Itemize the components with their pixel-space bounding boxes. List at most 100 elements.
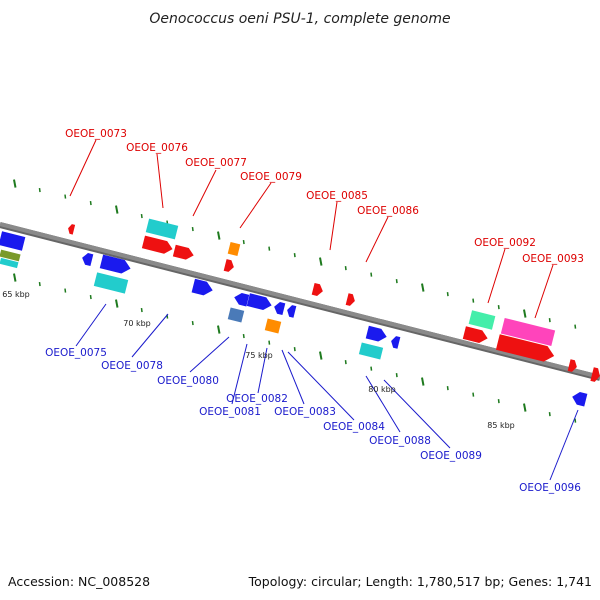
tick-mark-upper	[344, 266, 347, 271]
feature-red-triangle	[567, 359, 577, 372]
feature-blue-arrow	[274, 302, 286, 316]
tick-mark-lower	[64, 288, 67, 293]
feature-blue-arrow	[191, 278, 213, 296]
gene-label: OEOE_0075	[45, 347, 107, 359]
tick-mark-upper	[191, 226, 194, 232]
tick-mark-lower	[13, 273, 17, 282]
tick-mark-upper	[38, 187, 41, 193]
gene-label: OEOE_0085	[306, 190, 368, 202]
gene-label: OEOE_0088	[369, 435, 431, 447]
feature-red-triangle	[345, 293, 355, 306]
feature-red-arrow	[495, 334, 555, 362]
tick-mark-lower	[89, 294, 92, 300]
leader-line	[365, 375, 401, 433]
feature-cyan	[93, 272, 129, 294]
tick-mark-lower	[242, 333, 245, 339]
leader-line	[75, 303, 107, 347]
leader-line	[69, 139, 97, 197]
leader-line	[383, 379, 451, 449]
tick-mark-lower	[370, 366, 373, 371]
gene-label: OEOE_0089	[420, 450, 482, 462]
feature-cyan	[358, 342, 384, 360]
gene-label: OEOE_0082	[226, 393, 288, 405]
gene-label: OEOE_0073	[65, 128, 127, 140]
tick-mark-lower	[574, 418, 577, 423]
tick-mark-lower	[319, 351, 323, 360]
tick-mark-lower	[548, 412, 551, 417]
leader-line	[189, 336, 230, 373]
tick-mark-upper	[64, 194, 67, 199]
feature-red-arrow	[141, 235, 173, 254]
kbp-marker-label: 70 kbp	[123, 319, 151, 328]
tick-marks	[13, 179, 577, 423]
tick-mark-upper	[446, 292, 449, 297]
leader-line	[192, 169, 217, 217]
leader-line	[156, 153, 164, 209]
tick-mark-lower	[497, 399, 500, 404]
tick-mark-lower	[140, 307, 143, 313]
kbp-marker-label: 85 kbp	[487, 421, 515, 430]
gene-label: OEOE_0076	[126, 142, 188, 154]
gene-label: OEOE_0096	[519, 482, 581, 494]
tick-mark-lower	[446, 386, 449, 391]
leader-line	[365, 216, 389, 263]
feature-blue-arrow	[391, 336, 401, 349]
feature-blue-arrow	[234, 293, 250, 307]
tick-mark-upper	[421, 283, 425, 292]
tick-mark-upper	[293, 253, 296, 258]
feature-green	[468, 310, 496, 330]
gene-label: OEOE_0083	[274, 406, 336, 418]
leader-line	[549, 409, 579, 481]
backbone-line	[0, 222, 600, 379]
leader-line	[131, 313, 169, 358]
gene-label: OEOE_0080	[157, 375, 219, 387]
tick-mark-upper	[242, 239, 245, 245]
gene-label: OEOE_0092	[474, 237, 536, 249]
genome-summary-text: Topology: circular; Length: 1,780,517 bp…	[248, 574, 592, 589]
map-title: Oenococcus oeni PSU-1, complete genome	[149, 11, 450, 27]
tick-mark-lower	[421, 377, 425, 386]
gene-label: OEOE_0078	[101, 360, 163, 372]
kbp-marker-label: 80 kbp	[368, 385, 396, 394]
tick-mark-upper	[395, 279, 398, 284]
tick-mark-lower	[191, 320, 194, 326]
tick-mark-upper	[574, 324, 577, 329]
feature-olive	[0, 249, 21, 262]
tick-mark-upper	[268, 246, 271, 251]
tick-mark-upper	[89, 200, 92, 206]
feature-blue	[0, 231, 26, 251]
label-leader-lines	[69, 139, 579, 481]
tick-mark-lower	[115, 299, 119, 308]
accession-text: Accession: NC_008528	[8, 574, 150, 589]
leader-line	[231, 343, 248, 405]
feature-cyan	[0, 257, 19, 269]
tick-mark-upper	[115, 205, 119, 214]
feature-red-arrow	[462, 326, 488, 343]
feature-steel	[227, 307, 245, 323]
tick-mark-lower	[344, 360, 347, 365]
leader-line	[239, 182, 272, 229]
gene-label: OEOE_0093	[522, 253, 584, 265]
feature-blue-arrow	[365, 325, 387, 342]
feature-blue-arrow	[99, 254, 131, 274]
kbp-markers: 65 kbp 70 kbp 75 kbp 80 kbp 85 kbp	[2, 290, 515, 430]
feature-red-triangle	[311, 282, 323, 296]
feature-blue-arrow	[287, 305, 297, 318]
gene-label: OEOE_0079	[240, 171, 302, 183]
feature-orange	[227, 241, 241, 257]
tick-mark-lower	[217, 325, 221, 334]
tick-mark-upper	[13, 179, 17, 188]
leader-line	[281, 349, 305, 405]
tick-mark-upper	[523, 309, 527, 318]
gene-label: OEOE_0084	[323, 421, 385, 433]
feature-red-arrow	[172, 244, 194, 260]
leader-line	[487, 248, 506, 304]
tick-mark-upper	[140, 213, 143, 219]
feature-magenta	[500, 317, 556, 347]
tick-mark-upper	[548, 318, 551, 323]
tick-mark-lower	[268, 340, 271, 345]
tick-mark-upper	[217, 231, 221, 240]
gene-label: OEOE_0081	[199, 406, 261, 418]
kbp-marker-label: 75 kbp	[245, 351, 273, 360]
feature-red-arrow	[590, 367, 600, 382]
